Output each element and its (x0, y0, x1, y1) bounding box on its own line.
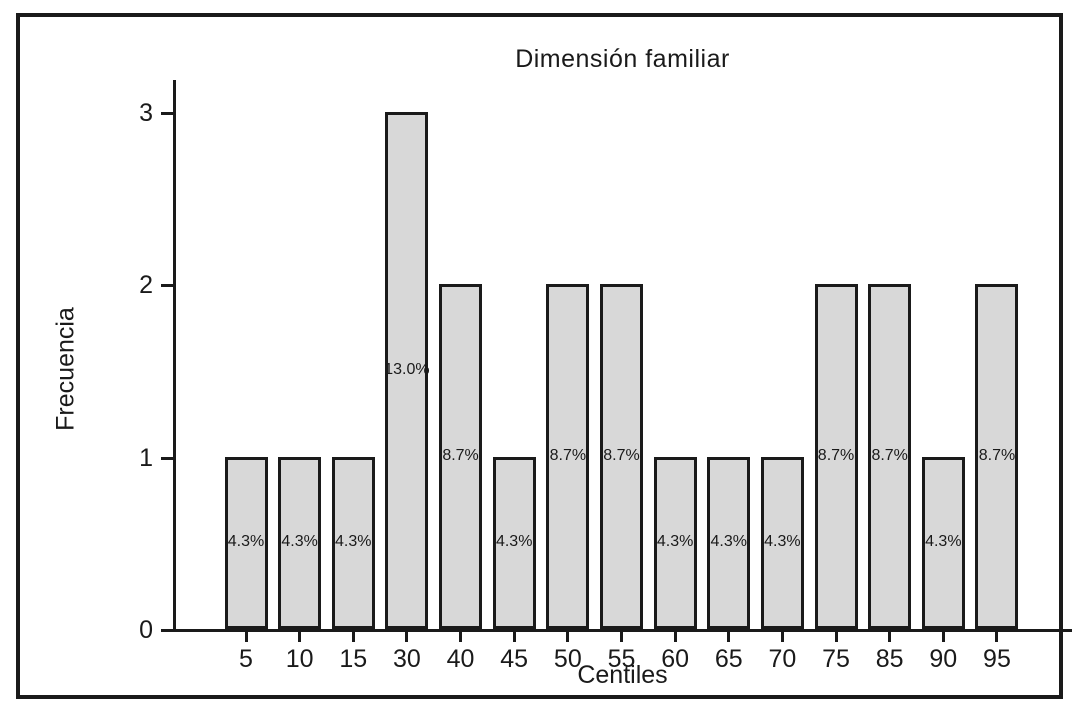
bar-percentage-label: 8.7% (549, 446, 587, 464)
chart-title: Dimensión familiar (515, 45, 730, 73)
x-tick-mark (459, 629, 463, 642)
y-tick-label: 1 (139, 443, 153, 472)
x-tick-label: 85 (875, 645, 904, 673)
x-tick-label: 30 (393, 645, 421, 673)
x-tick-mark (941, 629, 945, 642)
bar (546, 284, 590, 629)
x-axis-label: Centiles (577, 661, 668, 689)
bar-percentage-label: 4.3% (656, 532, 694, 550)
x-tick-label: 15 (339, 645, 368, 673)
bar (492, 456, 536, 629)
x-tick-label: 50 (553, 645, 582, 673)
x-tick-mark (351, 629, 355, 642)
x-tick-label: 70 (768, 645, 797, 673)
plot-area: 0 1 2 3 4.3% 5 4.3% 10 4.3% 15 13.0% 30 8.7% 40 4.3% 45… (139, 80, 1072, 673)
x-tick-label: 45 (500, 645, 529, 673)
x-tick-mark (512, 629, 516, 642)
x-tick-label: 60 (661, 645, 690, 673)
y-axis-label: Frecuencia (51, 307, 80, 431)
bar-percentage-label: 13.0% (384, 360, 430, 378)
x-tick-label: 90 (929, 645, 958, 673)
x-tick-label: 65 (714, 645, 743, 673)
x-tick-mark (780, 629, 784, 642)
bar (385, 112, 429, 629)
bar (278, 456, 322, 629)
bar (224, 456, 268, 629)
bar (653, 456, 697, 629)
bar-percentage-label: 4.3% (281, 532, 318, 550)
x-tick-label: 5 (239, 645, 253, 673)
bar (707, 456, 751, 629)
x-tick-mark (566, 629, 570, 642)
bar (868, 284, 912, 629)
bar (975, 284, 1019, 629)
x-tick-label: 55 (607, 645, 636, 673)
bar (814, 284, 858, 629)
bar (760, 456, 804, 629)
figure-frame: Dimensión familiar Frecuencia 0 1 2 3 4.3% 5 4… (16, 13, 1072, 699)
bar-percentage-label: 4.3% (227, 532, 265, 550)
x-tick-label: 75 (822, 645, 850, 673)
x-tick-mark (298, 629, 302, 642)
x-tick-mark (995, 629, 999, 642)
bar-percentage-label: 4.3% (764, 532, 801, 550)
bar-percentage-label: 4.3% (925, 532, 962, 550)
x-tick-mark (727, 629, 731, 642)
y-tick-mark (161, 284, 173, 288)
x-tick-mark (405, 629, 409, 642)
bar (921, 456, 965, 629)
bar-percentage-label: 4.3% (335, 532, 372, 550)
y-axis (173, 80, 176, 632)
bar-percentage-label: 8.7% (603, 446, 640, 464)
bar-percentage-label: 8.7% (442, 446, 479, 464)
y-tick-label: 2 (139, 271, 153, 300)
x-tick-mark (619, 629, 623, 642)
y-tick-mark (161, 456, 173, 460)
y-tick-mark (161, 629, 173, 632)
x-tick-mark (834, 629, 838, 642)
x-tick-mark (888, 629, 892, 642)
y-tick-label: 3 (139, 99, 153, 127)
x-tick-label: 95 (983, 645, 1011, 673)
bar-percentage-label: 8.7% (871, 446, 908, 464)
x-tick-label: 10 (285, 645, 314, 673)
x-tick-mark (244, 629, 248, 642)
bar-percentage-label: 4.3% (710, 532, 747, 550)
y-tick-label: 0 (139, 616, 153, 644)
bar (439, 284, 483, 629)
x-tick-label: 40 (446, 645, 475, 673)
bar-percentage-label: 8.7% (978, 446, 1016, 464)
bar (331, 456, 375, 629)
bar-percentage-label: 8.7% (817, 446, 855, 464)
x-tick-mark (673, 629, 677, 642)
y-tick-mark (161, 112, 173, 115)
bar (599, 284, 643, 629)
bar-percentage-label: 4.3% (495, 532, 533, 550)
